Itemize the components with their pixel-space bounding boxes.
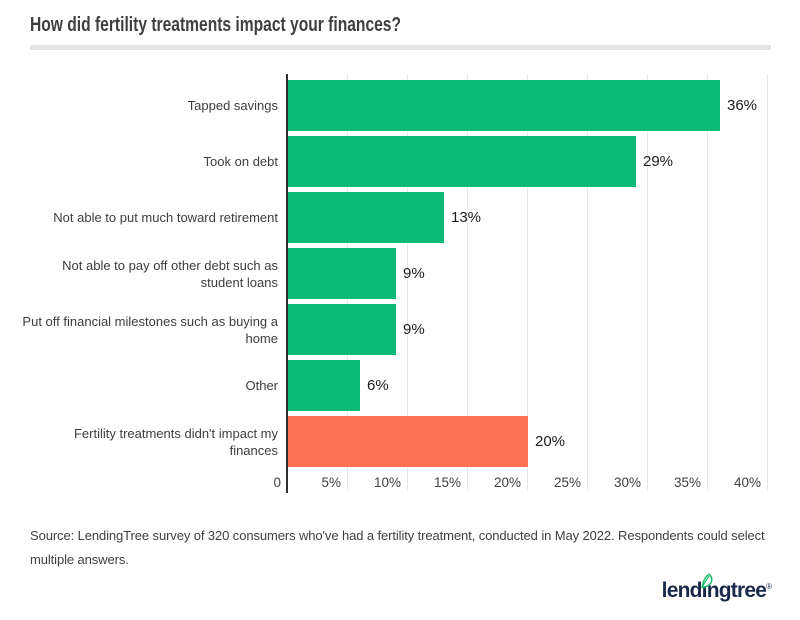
logo-wordmark: lendıngtree® bbox=[661, 579, 772, 602]
value-label: 20% bbox=[535, 433, 566, 450]
lendingtree-logo: lendıngtree® bbox=[660, 573, 772, 613]
gridline bbox=[587, 74, 588, 490]
value-label: 9% bbox=[403, 265, 425, 282]
value-label: 6% bbox=[367, 377, 389, 394]
tick-label: 10% bbox=[373, 475, 401, 490]
bar bbox=[288, 136, 636, 187]
value-label: 29% bbox=[643, 153, 674, 170]
gridline bbox=[707, 74, 708, 490]
source-note: Source: LendingTree survey of 320 consum… bbox=[30, 524, 790, 572]
category-label: Took on debt bbox=[203, 154, 278, 169]
y-axis-line bbox=[286, 74, 288, 493]
bar bbox=[288, 416, 528, 467]
chart-title: How did fertility treatments impact your… bbox=[30, 14, 402, 36]
gridline bbox=[647, 74, 648, 490]
tick-label: 30% bbox=[613, 475, 641, 490]
leaf-icon bbox=[701, 573, 713, 589]
source-line-2: multiple answers. bbox=[30, 552, 129, 567]
title-divider bbox=[30, 45, 771, 50]
value-label: 9% bbox=[403, 321, 425, 338]
bar-chart: Tapped savings 36% Took on debt 29% Not able… bbox=[22, 74, 768, 493]
gridline bbox=[467, 74, 468, 490]
bar bbox=[288, 248, 396, 299]
tick-label: 20% bbox=[493, 475, 521, 490]
bar bbox=[288, 360, 360, 411]
category-label: Fertility treatments didn't impact my fin… bbox=[73, 425, 278, 458]
bar bbox=[288, 80, 720, 131]
tick-label: 35% bbox=[673, 475, 701, 490]
tick-label: 15% bbox=[433, 475, 461, 490]
value-label: 13% bbox=[451, 209, 482, 226]
category-label: Tapped savings bbox=[187, 98, 278, 113]
category-label: Put off financial milestones such as buy… bbox=[22, 313, 278, 346]
registered-mark: ® bbox=[766, 582, 772, 591]
bar bbox=[288, 192, 444, 243]
value-label: 36% bbox=[727, 97, 758, 114]
tick-label: 25% bbox=[553, 475, 581, 490]
tick-label: 5% bbox=[321, 475, 341, 490]
tick-label: 40% bbox=[733, 475, 761, 490]
category-label: Not able to pay off other debt such as st… bbox=[62, 257, 278, 290]
gridline bbox=[527, 74, 528, 490]
category-label: Not able to put much toward retirement bbox=[53, 210, 278, 225]
tick-label: 0 bbox=[273, 475, 281, 490]
bar bbox=[288, 304, 396, 355]
gridline bbox=[767, 74, 768, 490]
gridline bbox=[407, 74, 408, 490]
source-line-1: Source: LendingTree survey of 320 consum… bbox=[30, 528, 765, 543]
category-label: Other bbox=[245, 378, 278, 393]
